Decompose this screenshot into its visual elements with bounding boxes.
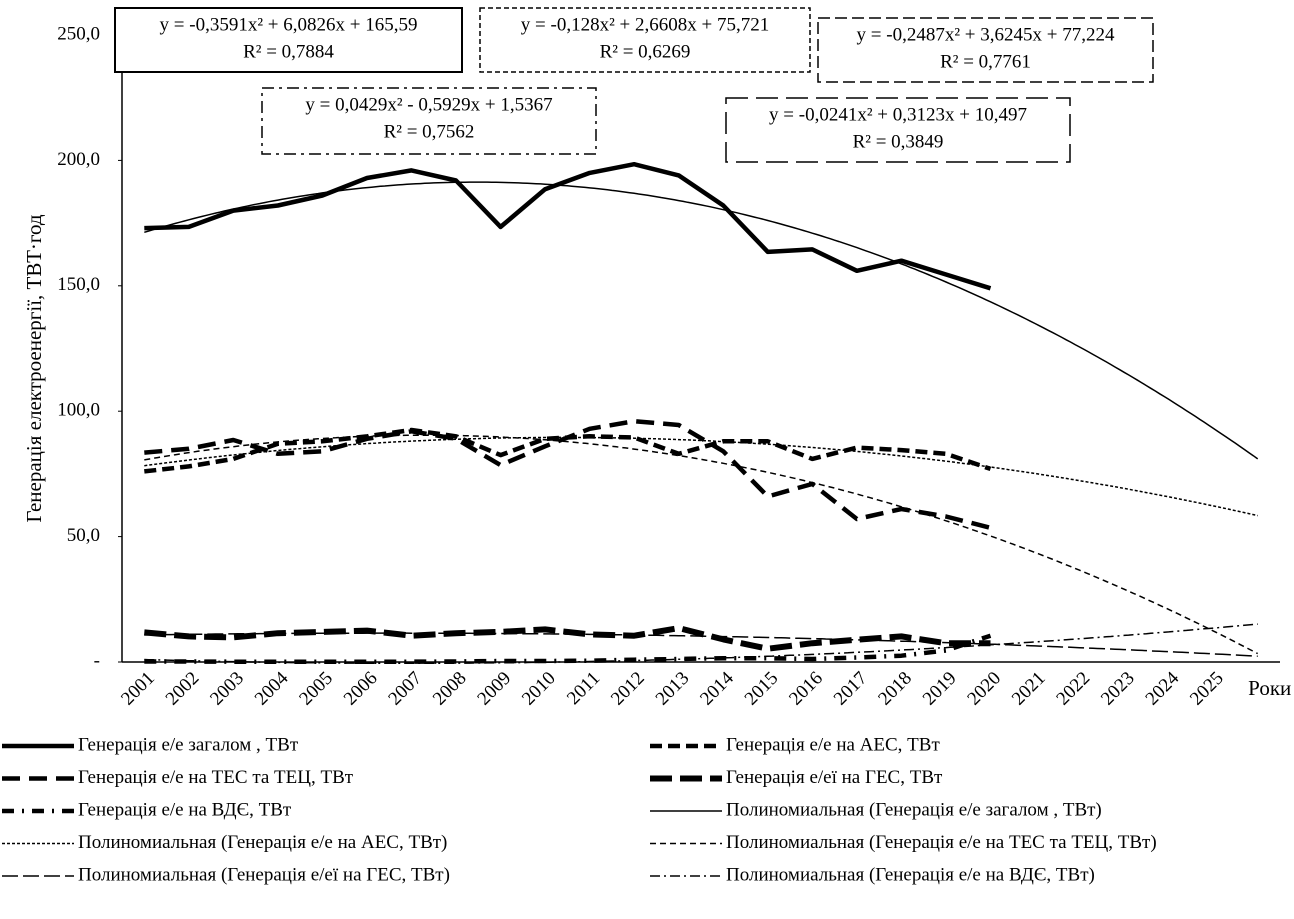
x-tick-label: 2009 [473,668,515,710]
x-tick-label: 2006 [340,668,382,710]
y-tick-label: 100,0 [57,400,100,421]
trend-r2: R² = 0,7562 [384,121,475,142]
legend-label: Полиномиальная (Генерація е/е на АЕС, ТВ… [78,832,447,853]
y-tick-label: 200,0 [57,149,100,170]
y-tick-label: 250,0 [57,23,100,44]
trend-equation: y = -0,0241x² + 0,3123x + 10,497 [769,104,1027,125]
trend-r2: R² = 0,7884 [243,41,334,62]
x-tick-label: 2021 [1008,668,1050,710]
legend-label: Полиномиальная (Генерація е/е на ВДЄ, ТВ… [726,864,1095,885]
y-tick-label: 150,0 [57,274,100,295]
x-tick-label: 2013 [652,668,694,710]
legend-label: Генерація е/е на ВДЄ, ТВт [78,799,292,820]
trend-equation: y = 0,0429x² - 0,5929x + 1,5367 [305,94,552,115]
trend-r2: R² = 0,6269 [600,41,691,62]
x-tick-label: 2024 [1142,667,1184,709]
x-tick-label: 2004 [251,667,293,709]
x-tick-label: 2014 [696,667,738,709]
x-tick-label: 2010 [518,668,560,710]
x-tick-label: 2002 [162,668,204,710]
x-tick-label: 2022 [1052,668,1094,710]
x-tick-label: 2025 [1186,668,1228,710]
legend-label: Полиномиальная (Генерація е/е на ТЕС та … [726,832,1157,853]
x-tick-label: 2015 [741,668,783,710]
series-line [144,625,991,652]
x-tick-label: 2007 [384,668,426,710]
x-tick-label: 2011 [563,668,604,709]
legend-label: Полиномиальная (Генерація е/е загалом , … [726,799,1102,820]
series-line [144,161,992,291]
x-tick-label: 2023 [1097,668,1139,710]
legend-label: Генерація е/е загалом , ТВт [78,734,299,755]
trend-equation: y = -0,2487x² + 3,6245x + 77,224 [857,24,1115,45]
trend-equation: y = -0,3591x² + 6,0826x + 165,59 [160,14,418,35]
x-tick-label: 2005 [295,668,337,710]
equation-box [114,7,463,73]
legend-label: Полиномиальная (Генерація е/еї на ГЕС, Т… [78,864,450,885]
y-tick-label: - [94,650,100,671]
x-tick-label: 2020 [963,668,1005,710]
x-tick-label: 2017 [830,668,872,710]
trend-r2: R² = 0,7761 [940,51,1031,72]
x-tick-label: 2018 [874,668,916,710]
x-tick-label: 2008 [429,668,471,710]
trendline [144,436,1258,517]
x-tick-label: 2003 [206,668,248,710]
equation-box [817,17,1154,83]
x-tick-label: 2012 [607,668,649,710]
trend-r2: R² = 0,3849 [853,131,944,152]
legend-label: Генерація е/е на АЕС, ТВт [726,734,940,755]
y-tick-label: 50,0 [67,525,100,546]
equation-box [725,97,1071,163]
series-line [144,633,992,664]
legend-label: Генерація е/еї на ГЕС, ТВт [726,767,943,788]
y-axis-label: Генерація електроенергії, ТВТ·год [22,214,46,522]
trendline [144,434,1259,655]
trend-equation: y = -0,128x² + 2,6608x + 75,721 [521,14,769,35]
x-tick-label: 2001 [117,668,159,710]
x-tick-label: 2016 [785,668,827,710]
x-axis-label: Роки [1248,676,1291,700]
x-tick-label: 2019 [919,668,961,710]
series-line [144,418,992,530]
trendline [144,181,1259,460]
legend-label: Генерація е/е на ТЕС та ТЕЦ, ТВт [78,767,354,788]
equation-box [261,87,597,155]
equation-box [479,7,811,73]
